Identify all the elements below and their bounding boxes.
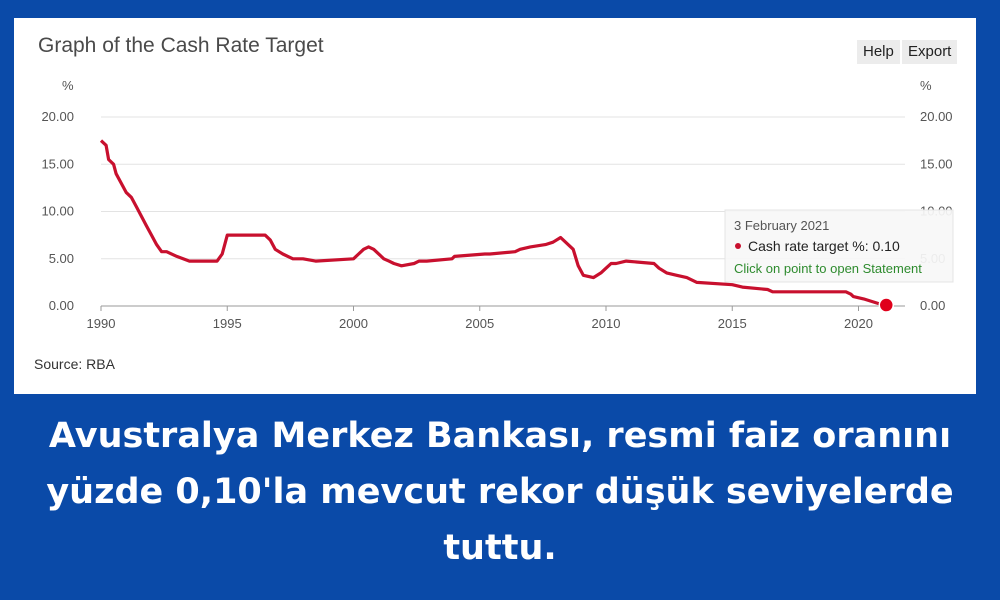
x-tick-label: 1990 — [87, 316, 116, 331]
x-tick-label: 2015 — [718, 316, 747, 331]
tooltip-date: 3 February 2021 — [734, 218, 829, 233]
caption: Avustralya Merkez Bankası, resmi faiz or… — [46, 416, 954, 568]
x-tick-label: 2020 — [844, 316, 873, 331]
series-line-cash-rate — [99, 139, 887, 307]
tooltip-box — [724, 209, 954, 283]
left-y-axis: 0.00 5.00 10.00 15.00 20.00 — [41, 109, 74, 313]
x-tick-label: 1995 — [213, 316, 242, 331]
chart-title: Graph of the Cash Rate Target — [38, 34, 324, 57]
y-tick-label-left: 0.00 — [49, 298, 74, 313]
y-tick-label-right: 0.00 — [920, 298, 945, 313]
y-tick-label-left: 15.00 — [41, 156, 74, 171]
chart-card: Graph of the Cash Rate Target Help Expor… — [14, 18, 976, 394]
y-tick-label-right: 15.00 — [920, 156, 953, 171]
y-tick-label-left: 10.00 — [41, 204, 74, 219]
tooltip-series-marker — [735, 243, 741, 249]
cash-rate-chart[interactable]: 0.00 5.00 10.00 15.00 20.00 0.00 5.00 10.00 15.… — [14, 18, 976, 394]
help-button[interactable]: Help — [857, 40, 900, 64]
x-tick-label: 2000 — [339, 316, 368, 331]
left-y-axis-label: % — [62, 78, 74, 93]
right-y-axis-label: % — [920, 78, 932, 93]
x-tick-label: 2010 — [592, 316, 621, 331]
x-axis: 1990 1995 2000 2005 2010 2015 2020 — [87, 306, 873, 331]
highlight-point[interactable] — [878, 297, 895, 313]
x-tick-label: 2005 — [465, 316, 494, 331]
y-tick-label-left: 20.00 — [41, 109, 74, 124]
tooltip-value: Cash rate target %: 0.10 — [748, 238, 900, 254]
export-button[interactable]: Export — [902, 40, 958, 64]
y-tick-label-right: 20.00 — [920, 109, 953, 124]
source-text: Source: RBA — [34, 356, 115, 372]
tooltip: 3 February 2021 Cash rate target %: 0.10… — [724, 209, 954, 283]
tooltip-statement-link[interactable]: Click on point to open Statement — [734, 261, 922, 276]
series-layer — [99, 139, 895, 313]
y-tick-label-left: 5.00 — [49, 251, 74, 266]
